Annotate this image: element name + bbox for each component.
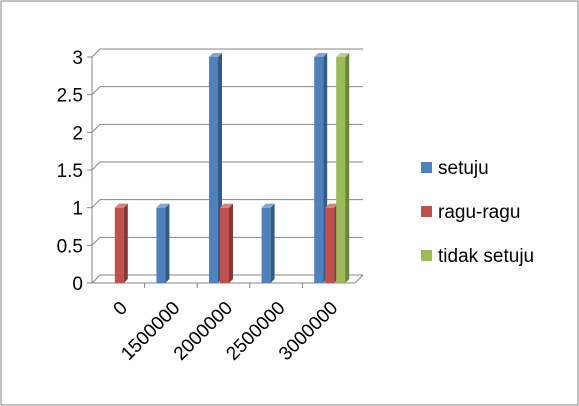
bar <box>261 203 275 283</box>
bar <box>220 203 233 283</box>
gridline <box>91 48 363 58</box>
gridline <box>91 86 363 96</box>
legend-item: ragu-ragu <box>421 202 520 223</box>
legend-swatch <box>421 206 432 217</box>
y-axis-tick-labels: 0 0.5 1 1.5 2 2.5 3 <box>57 48 83 295</box>
legend-swatch <box>421 162 432 173</box>
bars <box>114 53 350 283</box>
y-tick-label: 0.5 <box>57 236 83 257</box>
gridline <box>91 161 363 171</box>
bar <box>336 53 350 283</box>
legend-label: ragu-ragu <box>438 202 520 223</box>
legend: setuju ragu-ragu tidak setuju <box>421 158 534 267</box>
bar <box>156 203 170 283</box>
gridline <box>91 199 363 209</box>
gridlines <box>87 48 363 288</box>
legend-label: tidak setuju <box>438 246 534 267</box>
legend-label: setuju <box>438 158 489 179</box>
y-tick-label: 0 <box>72 274 83 295</box>
legend-swatch <box>421 250 432 261</box>
floor-right-edge <box>354 274 364 284</box>
gridline <box>91 123 363 133</box>
legend-item: setuju <box>421 158 489 179</box>
y-tick-label: 2 <box>72 123 83 144</box>
legend-item: tidak setuju <box>421 246 534 267</box>
floor-left-edge <box>91 274 101 284</box>
gridline <box>91 236 363 246</box>
bar <box>114 203 128 283</box>
y-tick-label: 1.5 <box>57 161 83 182</box>
y-tick-label: 3 <box>72 48 83 69</box>
y-tick-label: 1 <box>72 199 83 220</box>
y-tick-label: 2.5 <box>57 86 83 107</box>
